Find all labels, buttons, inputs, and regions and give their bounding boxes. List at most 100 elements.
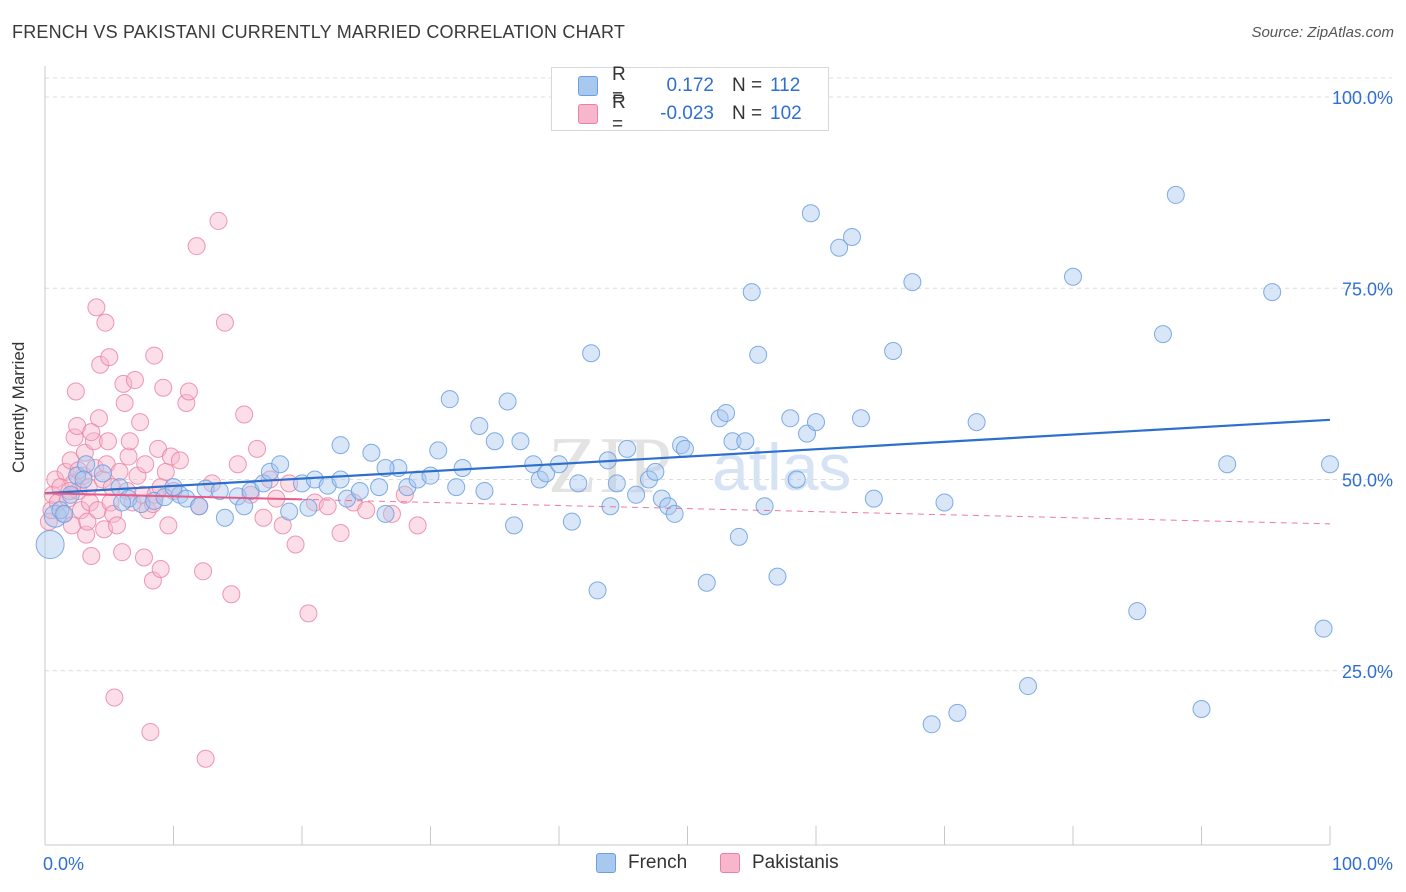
- pakistani-point: [187, 237, 206, 256]
- pakistani-n-label: N =: [732, 103, 763, 124]
- legend-item-french[interactable]: French: [596, 852, 687, 874]
- french-point: [659, 497, 678, 516]
- french-point: [652, 489, 671, 508]
- watermark-zip: ZIP: [548, 422, 674, 510]
- french-point: [429, 441, 448, 460]
- pakistani-point: [228, 455, 247, 474]
- pakistani-point: [248, 439, 267, 458]
- axes: [44, 66, 1331, 846]
- french-point: [271, 455, 290, 474]
- pakistani-point: [113, 543, 132, 562]
- pakistani-point: [209, 211, 228, 230]
- pakistani-point: [100, 348, 119, 367]
- french-point: [331, 470, 350, 489]
- pakistani-point: [107, 516, 126, 535]
- french-legend-swatch: [596, 853, 616, 873]
- french-point: [376, 459, 395, 478]
- source-credit: Source: ZipAtlas.com: [1251, 24, 1394, 41]
- pakistani-point: [382, 504, 401, 523]
- pakistani-point: [331, 524, 350, 543]
- french-n-label: N =: [732, 75, 763, 96]
- french-point: [864, 489, 883, 508]
- french-point: [511, 432, 530, 451]
- french-point: [1128, 602, 1147, 621]
- french-swatch: [578, 76, 598, 96]
- grid-lines: [45, 77, 1392, 672]
- pakistani-point: [89, 409, 108, 428]
- pakistani-point: [179, 382, 198, 401]
- y-tick-label: 25.0%: [1342, 662, 1393, 682]
- french-point: [807, 413, 825, 432]
- french-point: [729, 527, 748, 546]
- pakistani-point: [78, 512, 97, 531]
- french-point: [498, 392, 517, 411]
- pakistani-point: [136, 455, 155, 474]
- french-point: [787, 470, 806, 489]
- french-point: [254, 474, 273, 493]
- french-point: [447, 478, 466, 497]
- legend-row-pakistani: R = -0.023 N = 102: [552, 92, 802, 135]
- x-tick-label-max: 100.0%: [1332, 854, 1393, 874]
- french-point: [370, 478, 389, 497]
- french-r-value: 0.172: [666, 75, 714, 96]
- french-point: [35, 530, 65, 560]
- french-point: [1019, 677, 1038, 696]
- french-point: [1192, 700, 1211, 718]
- french-point: [299, 498, 318, 517]
- pakistani-point: [318, 497, 337, 516]
- pakistani-point: [82, 547, 101, 565]
- french-point: [749, 345, 768, 364]
- legend-item-pakistanis[interactable]: Pakistanis: [720, 852, 839, 874]
- y-tick-label: 100.0%: [1332, 88, 1393, 108]
- pakistani-point: [120, 432, 139, 451]
- french-point: [922, 715, 941, 734]
- french-point: [723, 432, 742, 451]
- pakistani-point: [119, 447, 138, 466]
- x-tick-label-min: 0.0%: [43, 854, 84, 874]
- pakistani-point: [96, 313, 115, 332]
- french-point: [830, 238, 849, 257]
- pakistani-point: [134, 548, 153, 567]
- pakistani-point: [145, 346, 164, 365]
- pakistani-point: [114, 374, 133, 393]
- pakistani-point: [141, 722, 160, 741]
- french-point: [675, 439, 694, 458]
- french-trend-line: [44, 418, 1331, 495]
- french-point: [55, 504, 74, 523]
- french-point: [505, 516, 524, 535]
- chart-title: FRENCH VS PAKISTANI CURRENTLY MARRIED CO…: [12, 22, 626, 42]
- pakistani-point: [196, 749, 215, 768]
- pakistani-point: [151, 560, 170, 579]
- french-point: [717, 403, 736, 422]
- pakistani-point: [357, 501, 376, 520]
- pakistani-point: [299, 604, 318, 623]
- pakistani-point: [131, 413, 150, 432]
- french-point: [639, 470, 658, 489]
- french-point: [350, 481, 369, 500]
- french-point: [967, 413, 986, 432]
- french-point: [190, 497, 209, 516]
- french-point: [93, 464, 112, 483]
- french-point: [362, 443, 381, 462]
- y-tick-label: 75.0%: [1342, 279, 1393, 299]
- pakistani-swatch: [578, 104, 598, 124]
- pakistani-point: [235, 405, 254, 424]
- correlation-legend: R = 0.172 N = 112 R = -0.023 N = 102: [551, 64, 829, 135]
- pakistani-point: [156, 462, 175, 481]
- french-point: [903, 273, 922, 292]
- french-point: [77, 455, 96, 474]
- french-point: [562, 512, 581, 531]
- pakistani-point: [170, 451, 189, 470]
- pakistani-point: [93, 470, 112, 489]
- french-point: [607, 474, 626, 493]
- watermark-atlas: atlas: [712, 430, 851, 504]
- pakistani-point: [66, 382, 85, 401]
- pakistani-point: [105, 688, 124, 707]
- french-point: [1218, 455, 1237, 474]
- french-point: [421, 466, 440, 485]
- series-legend: French Pakistanis: [0, 852, 1406, 878]
- french-point: [74, 470, 93, 489]
- french-point: [588, 581, 607, 600]
- watermark: ZIP atlas: [548, 422, 851, 510]
